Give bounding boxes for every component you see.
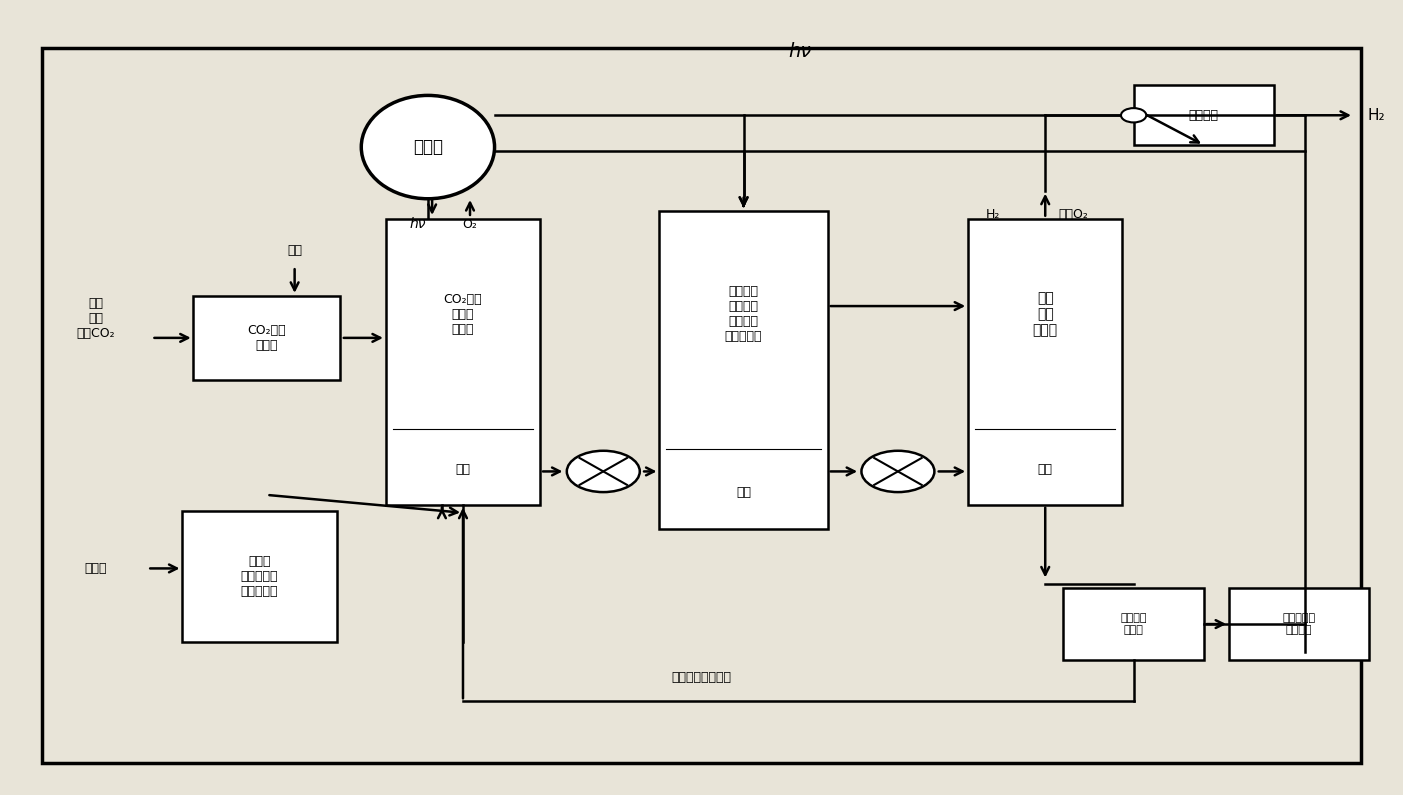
Text: 微藻: 微藻 bbox=[1038, 463, 1052, 475]
Circle shape bbox=[1121, 108, 1146, 122]
Text: 太阳光: 太阳光 bbox=[412, 138, 443, 156]
Text: CO₂空气
混合器: CO₂空气 混合器 bbox=[247, 324, 286, 352]
Text: CO₂固定
光生物
反应器: CO₂固定 光生物 反应器 bbox=[443, 293, 483, 335]
Text: 微量O₂: 微量O₂ bbox=[1058, 208, 1089, 221]
Text: 回收反复使用数次: 回收反复使用数次 bbox=[672, 671, 731, 684]
Text: 微藻: 微藻 bbox=[456, 463, 470, 475]
Text: 微藻细胞
分离器: 微藻细胞 分离器 bbox=[1121, 613, 1146, 635]
Text: 无机盐
亚硝酸盐等
可再生资源: 无机盐 亚硝酸盐等 可再生资源 bbox=[241, 555, 278, 598]
Bar bbox=[1229, 588, 1369, 660]
Text: H₂: H₂ bbox=[1368, 108, 1386, 122]
Text: hν: hν bbox=[410, 217, 427, 231]
Bar bbox=[1134, 86, 1274, 145]
Bar bbox=[386, 219, 540, 505]
Text: 光照
产氢
反应器: 光照 产氢 反应器 bbox=[1033, 291, 1058, 337]
Bar bbox=[1063, 588, 1204, 660]
Text: 空气: 空气 bbox=[288, 244, 302, 257]
Circle shape bbox=[567, 451, 640, 492]
Bar bbox=[968, 219, 1122, 505]
Text: H₂: H₂ bbox=[986, 208, 1000, 221]
Text: O₂: O₂ bbox=[463, 218, 477, 231]
Text: 分离纯化: 分离纯化 bbox=[1188, 109, 1219, 122]
Bar bbox=[194, 297, 340, 380]
Text: 微藻细胞的
加工利用: 微藻细胞的 加工利用 bbox=[1282, 613, 1316, 635]
Bar bbox=[659, 211, 828, 529]
Circle shape bbox=[861, 451, 934, 492]
Text: 产氢酶活
性诱导及
厌氧暗处
产氢反应器: 产氢酶活 性诱导及 厌氧暗处 产氢反应器 bbox=[725, 285, 762, 343]
Text: hν: hν bbox=[788, 42, 811, 61]
Ellipse shape bbox=[361, 95, 494, 199]
Text: 海水等: 海水等 bbox=[84, 562, 107, 575]
Bar bbox=[182, 511, 337, 642]
Text: 来自
工业
废物CO₂: 来自 工业 废物CO₂ bbox=[76, 297, 115, 339]
Text: 微藻: 微藻 bbox=[737, 487, 751, 499]
